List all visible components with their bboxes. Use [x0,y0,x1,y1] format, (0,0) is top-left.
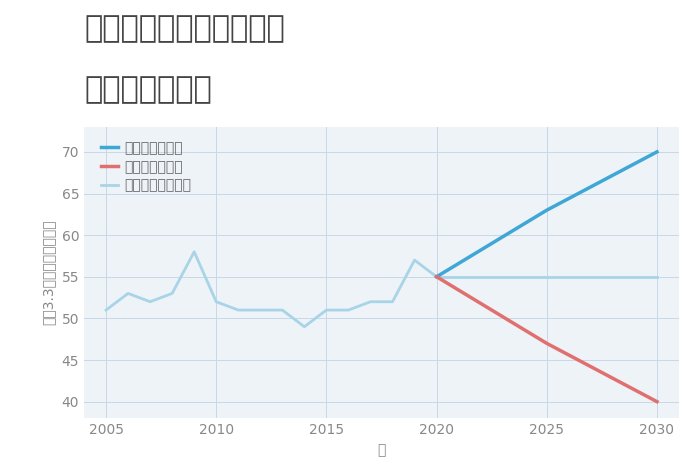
バッドシナリオ [433,274,441,280]
バッドシナリオ [653,399,662,405]
Line: グッドシナリオ: グッドシナリオ [437,152,657,277]
X-axis label: 年: 年 [377,443,386,457]
Text: 大阪府泉大津市板原町の: 大阪府泉大津市板原町の [84,14,285,43]
バッドシナリオ [542,341,551,346]
Y-axis label: 坪（3.3㎡）単価（万円）: 坪（3.3㎡）単価（万円） [42,220,56,325]
Legend: グッドシナリオ, バッドシナリオ, ノーマルシナリオ: グッドシナリオ, バッドシナリオ, ノーマルシナリオ [97,137,196,197]
グッドシナリオ [433,274,441,280]
ノーマルシナリオ [433,274,441,280]
Text: 土地の価格推移: 土地の価格推移 [84,75,211,104]
ノーマルシナリオ [653,274,662,280]
グッドシナリオ [653,149,662,155]
ノーマルシナリオ [542,274,551,280]
Line: バッドシナリオ: バッドシナリオ [437,277,657,402]
グッドシナリオ [542,207,551,213]
